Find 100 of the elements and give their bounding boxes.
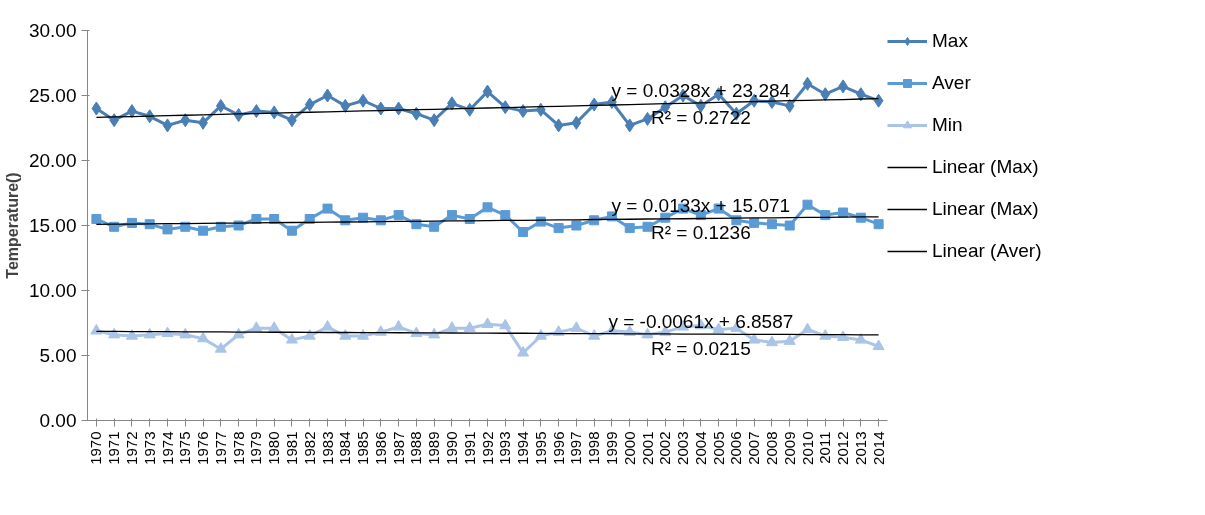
point: [482, 84, 493, 99]
point: [518, 227, 529, 237]
x-tick-label: 1993: [496, 431, 514, 465]
point: [411, 106, 422, 121]
point: [571, 115, 582, 130]
x-tick-label: 2009: [780, 431, 798, 465]
x-tick-label: 2003: [674, 431, 692, 465]
x-tick-label: 2008: [762, 431, 780, 465]
point: [571, 220, 582, 231]
x-tick-label: 2001: [638, 431, 656, 465]
x-tick-label: 1998: [585, 431, 603, 465]
point: [765, 335, 778, 347]
legend-label: Linear (Max): [932, 156, 1039, 178]
x-tick-label: 1986: [371, 431, 389, 465]
x-tick-label: 1977: [211, 431, 229, 465]
x-tick-label: 1984: [336, 431, 354, 465]
x-tick-label: 1987: [389, 431, 407, 465]
y-tick-label: 20.00: [28, 150, 77, 171]
x-tick-label: 2004: [691, 431, 709, 465]
legend-label: Linear (Aver): [932, 240, 1042, 262]
x-tick-label: 2005: [709, 431, 727, 465]
point: [517, 346, 530, 357]
y-tick-label: 30.00: [28, 20, 77, 41]
x-tick-label: 2013: [851, 431, 869, 465]
point: [873, 93, 884, 108]
annotation: y = -0.0061x + 6.8587: [608, 311, 794, 333]
point: [179, 327, 192, 339]
point: [873, 219, 884, 230]
y-tick-label: 0.00: [39, 410, 77, 431]
point: [429, 221, 440, 232]
legend-label: Min: [932, 114, 963, 136]
point: [445, 321, 458, 332]
legend-label: Aver: [932, 72, 971, 94]
point: [553, 118, 564, 133]
legend-label: Linear (Max): [932, 198, 1039, 220]
x-tick-label: 1970: [87, 431, 105, 465]
point: [802, 199, 813, 210]
x-tick-label: 2006: [727, 431, 745, 465]
point: [820, 87, 831, 102]
point: [161, 326, 174, 338]
annotation: R² = 0.2722: [650, 106, 751, 128]
point: [482, 202, 493, 213]
x-tick-label: 1980: [265, 431, 283, 465]
point: [872, 339, 885, 351]
point: [642, 221, 653, 232]
point: [268, 321, 281, 332]
point: [304, 97, 315, 112]
x-tick-label: 1999: [602, 431, 620, 465]
x-tick-label: 2011: [816, 431, 834, 464]
point: [500, 210, 511, 221]
point: [108, 327, 121, 339]
y-tick-label: 5.00: [39, 345, 77, 366]
y-tick-label: 25.00: [28, 85, 77, 106]
x-tick-label: 1979: [247, 431, 265, 465]
x-tick-label: 1971: [105, 431, 123, 465]
x-tick-label: 2007: [745, 431, 763, 465]
point: [91, 214, 102, 224]
y-tick-label: 10.00: [28, 280, 77, 301]
x-tick-label: 1972: [122, 431, 140, 465]
legend-label: Max: [932, 30, 968, 52]
point: [748, 333, 761, 344]
x-tick-label: 1989: [425, 431, 443, 465]
point: [463, 321, 476, 332]
x-tick-label: 1973: [140, 431, 158, 465]
point: [784, 220, 795, 231]
x-tick-label: 2012: [834, 431, 852, 465]
point: [499, 318, 512, 330]
point: [162, 118, 173, 133]
y-axis-title: Temperature(): [3, 172, 21, 279]
x-tick-label: 1981: [282, 431, 300, 465]
x-tick-label: 2002: [656, 431, 674, 465]
point: [838, 207, 849, 218]
x-tick-label: 2014: [869, 431, 887, 465]
point: [125, 329, 138, 340]
point: [801, 322, 814, 334]
x-tick-label: 1974: [158, 431, 176, 465]
point: [198, 225, 209, 236]
point: [143, 327, 156, 339]
point: [392, 320, 405, 331]
x-tick-label: 1995: [531, 431, 549, 465]
x-tick-label: 1996: [549, 431, 567, 465]
point: [90, 323, 103, 335]
point: [624, 118, 635, 133]
point: [91, 101, 102, 116]
point: [534, 329, 547, 340]
x-tick-label: 1975: [176, 431, 194, 465]
point: [642, 111, 653, 126]
point: [588, 329, 601, 340]
point: [162, 224, 173, 235]
point: [285, 333, 298, 344]
point: [766, 219, 777, 230]
point: [837, 330, 850, 341]
x-tick-label: 2000: [620, 431, 638, 465]
point: [322, 88, 333, 103]
x-tick-label: 1983: [318, 431, 336, 465]
x-tick-label: 1992: [478, 431, 496, 465]
x-tick-label: 1978: [229, 431, 247, 465]
point: [214, 342, 227, 353]
annotation: R² = 0.0215: [650, 338, 751, 360]
x-tick-label: 2010: [798, 431, 816, 465]
